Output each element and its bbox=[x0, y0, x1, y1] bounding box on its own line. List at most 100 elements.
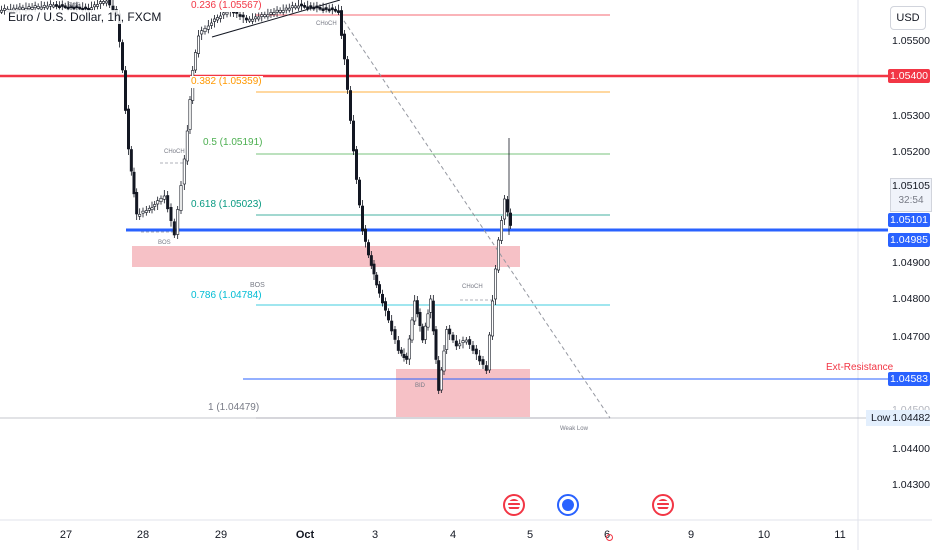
candle-body bbox=[39, 6, 43, 10]
candle-body bbox=[493, 268, 497, 300]
candles-group[interactable] bbox=[0, 0, 512, 394]
time-label: 29 bbox=[214, 529, 228, 541]
candle-body bbox=[399, 349, 403, 354]
candle-body bbox=[75, 5, 79, 9]
candle-body bbox=[333, 8, 337, 12]
candle-body bbox=[21, 7, 25, 11]
candle-body bbox=[421, 326, 425, 341]
candle-body bbox=[54, 4, 58, 7]
candle-body bbox=[176, 209, 180, 235]
time-label: 3 bbox=[371, 529, 379, 541]
low-value: 1.04482 bbox=[892, 412, 931, 424]
candle-body bbox=[375, 274, 379, 286]
candle-body bbox=[185, 130, 189, 162]
candle-body bbox=[363, 228, 367, 242]
candle-body bbox=[369, 255, 373, 266]
candle-body bbox=[402, 354, 406, 358]
candle-body bbox=[309, 5, 313, 8]
choch-annotation-1: CHoCH bbox=[164, 149, 185, 155]
candle-body bbox=[241, 14, 245, 18]
current-price: 1.05105 bbox=[892, 180, 930, 192]
candle-body bbox=[102, 1, 106, 4]
symbol-title[interactable]: Euro / U.S. Dollar, 1h, FXCM bbox=[6, 10, 164, 24]
candle-body bbox=[132, 171, 136, 195]
candle-body bbox=[415, 300, 419, 315]
time-label: 11 bbox=[834, 529, 846, 541]
candle-body bbox=[108, 0, 112, 6]
candle-body bbox=[225, 11, 229, 15]
candle-body bbox=[30, 7, 34, 10]
candle-body bbox=[93, 4, 97, 8]
candle-body bbox=[129, 149, 133, 172]
low-marker: Low 1.04482 bbox=[866, 410, 930, 426]
candle-body bbox=[303, 5, 307, 8]
candle-body bbox=[383, 301, 387, 311]
candle-body bbox=[121, 42, 125, 71]
trend-line[interactable] bbox=[211, 0, 341, 38]
price-label: 1.04700 bbox=[892, 331, 930, 343]
candle-body bbox=[360, 205, 364, 232]
candle-body bbox=[84, 6, 88, 10]
candle-body bbox=[42, 5, 46, 8]
candle-body bbox=[490, 300, 494, 337]
candle-body bbox=[505, 199, 509, 213]
candle-body bbox=[458, 343, 462, 347]
candle-countdown: 32:54 bbox=[898, 195, 924, 206]
fib-1-label: 1 (1.04479) bbox=[207, 402, 261, 414]
candle-body bbox=[141, 210, 145, 214]
candle-body bbox=[413, 300, 417, 322]
candle-body bbox=[318, 7, 322, 10]
red-level-badge: 1.05400 bbox=[888, 69, 930, 83]
candle-body bbox=[153, 204, 157, 207]
ext-resistance-label: Ext-Resistance bbox=[826, 362, 894, 373]
bos-annotation-1: BOS bbox=[68, 3, 81, 9]
candle-body bbox=[342, 33, 346, 60]
candle-body bbox=[468, 339, 472, 345]
candle-body bbox=[405, 355, 409, 360]
candle-body bbox=[210, 22, 214, 26]
fib-0786-label: 0.786 (1.04784) bbox=[190, 290, 263, 302]
price-label: 1.04400 bbox=[892, 443, 930, 455]
price-label: 1.05500 bbox=[892, 35, 930, 47]
candle-body bbox=[96, 4, 100, 7]
session-break-marker bbox=[606, 534, 613, 541]
bid-price-badge: 1.05101 bbox=[888, 213, 930, 227]
candle-body bbox=[27, 6, 31, 10]
candle-body bbox=[194, 52, 198, 71]
candle-body bbox=[429, 298, 433, 313]
price-label: 1.04300 bbox=[892, 479, 930, 491]
candle-body bbox=[372, 263, 376, 275]
candle-body bbox=[300, 3, 304, 7]
bid-zone-upper[interactable] bbox=[132, 246, 520, 267]
candle-body bbox=[390, 320, 394, 332]
candle-body bbox=[281, 10, 285, 13]
candle-body bbox=[499, 220, 503, 241]
candle-body bbox=[144, 210, 148, 213]
choch-annotation-3: CHoCH bbox=[462, 284, 483, 290]
candle-body bbox=[426, 313, 430, 328]
us-flag-icon[interactable] bbox=[503, 494, 525, 516]
eu-flag-icon[interactable] bbox=[557, 494, 579, 516]
bid-zone-lower[interactable] bbox=[396, 369, 530, 417]
candle-body bbox=[18, 6, 22, 10]
candle-body bbox=[354, 149, 358, 180]
candle-body bbox=[63, 5, 67, 9]
price-label: 1.04800 bbox=[892, 293, 930, 305]
candle-body bbox=[393, 329, 397, 340]
candle-body bbox=[172, 221, 176, 236]
candle-body bbox=[312, 6, 316, 10]
candle-body bbox=[348, 90, 352, 121]
candle-body bbox=[439, 369, 443, 391]
candle-body bbox=[474, 348, 478, 355]
candle-body bbox=[135, 192, 139, 215]
low-label: Low bbox=[871, 412, 891, 424]
candle-body bbox=[162, 195, 166, 200]
candle-body bbox=[321, 8, 325, 11]
candle-body bbox=[278, 9, 282, 13]
dashed-diagonal-line[interactable] bbox=[339, 14, 611, 419]
us-flag-icon[interactable] bbox=[652, 494, 674, 516]
currency-button[interactable]: USD bbox=[890, 6, 926, 30]
candle-body bbox=[159, 198, 163, 202]
candle-body bbox=[461, 340, 465, 343]
